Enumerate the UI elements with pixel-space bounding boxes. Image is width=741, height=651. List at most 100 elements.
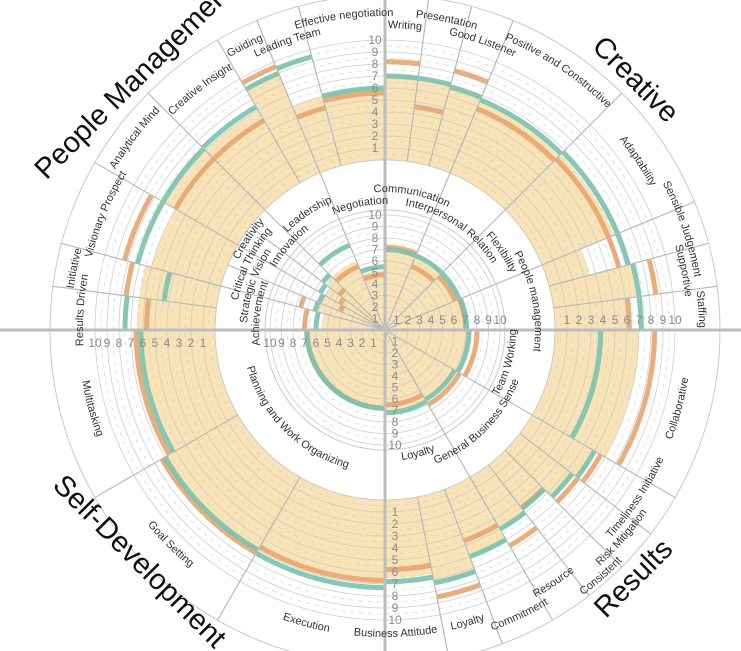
outer-tick-left: 10 (88, 336, 102, 350)
outer-spoke (416, 496, 448, 651)
outer-category-label-multitasking: Multitasking (79, 379, 105, 438)
inner-green-marker-general-business-sense (423, 368, 457, 402)
outer-bar-good-listener (428, 86, 482, 173)
inner-tick-top: 5 (372, 266, 379, 280)
outer-tick-top: 9 (372, 45, 379, 59)
inner-tick-bottom: 5 (392, 381, 399, 395)
inner-tick-bottom: 8 (392, 415, 399, 429)
inner-tick-bottom: 4 (392, 369, 399, 383)
outer-bar-goal-setting (162, 415, 300, 553)
outer-tick-bottom: 1 (392, 505, 399, 519)
outer-tick-top: 5 (372, 93, 379, 107)
outer-bar-supportive (549, 264, 637, 308)
inner-bar-loyalty (385, 330, 426, 411)
outer-green-marker-effective-negotiation (321, 85, 386, 99)
outer-orange-marker-analytical-mind (173, 157, 216, 211)
outer-green-marker-creative-insight (201, 104, 258, 150)
inner-orange-marker-team-working (462, 329, 480, 378)
outer-tick-right: 9 (660, 313, 667, 327)
outer-tick-bottom: 10 (388, 613, 402, 627)
inner-orange-marker-general-business-sense (426, 371, 462, 407)
outer-green-marker-positive-and-constructive (479, 97, 563, 156)
outer-category-label-writing: Writing (388, 19, 423, 33)
outer-spoke (428, 6, 473, 166)
outer-tick-top: 10 (368, 33, 382, 47)
outer-bar-collaborative (532, 330, 639, 457)
inner-tick-left: 4 (336, 336, 343, 350)
inner-bar-communication (385, 249, 416, 330)
outer-category-label-text: Visionary Prospect (83, 169, 129, 259)
inner-tick-bottom: 9 (392, 427, 399, 441)
inner-spoke (249, 226, 386, 331)
inner-spoke (384, 329, 533, 416)
outer-category-label-text: Effective negotiation (293, 7, 393, 32)
outer-category-label-resource: Resource (531, 564, 577, 600)
outer-tick-left: 9 (104, 336, 111, 350)
inner-bar-people-management (385, 299, 466, 330)
outer-tick-bottom: 7 (392, 577, 399, 591)
outer-category-label-collaborative: Collaborative (663, 377, 691, 442)
outer-spoke (531, 414, 676, 498)
outer-tick-left: 8 (116, 336, 123, 350)
outer-tick-right: 5 (612, 313, 619, 327)
inner-tick-left: 3 (347, 336, 354, 350)
inner-orange-marker-loyalty (384, 392, 424, 408)
outer-green-marker-writing (384, 73, 419, 81)
outer-bar-execution (258, 477, 385, 584)
outer-tick-top: 1 (372, 141, 379, 155)
inner-tick-top: 2 (372, 300, 379, 314)
outer-tick-right: 4 (600, 313, 607, 327)
inner-orange-marker-achievement (302, 308, 310, 331)
outer-orange-marker-initiative (123, 261, 136, 297)
inner-green-marker-loyalty (384, 399, 428, 416)
inner-tick-left: 9 (278, 336, 285, 350)
inner-bar-general-business-sense (385, 330, 455, 400)
outer-spoke (147, 92, 266, 211)
inner-tick-top: 9 (372, 220, 379, 234)
outer-bar-guiding (246, 73, 320, 183)
outer-green-marker-results-driven (122, 295, 130, 331)
outer-spoke (52, 285, 217, 309)
inner-tick-left: 6 (313, 336, 320, 350)
outer-tick-left: 7 (128, 336, 135, 350)
inner-tick-bottom: 2 (392, 346, 399, 360)
inner-spoke (264, 209, 386, 331)
outer-green-marker-visionary-prospect (134, 200, 166, 265)
inner-bar-creativity (325, 287, 385, 330)
inner-tick-top: 7 (372, 243, 379, 257)
inner-tick-top: 10 (368, 208, 382, 222)
inner-tick-left: 10 (263, 336, 277, 350)
inner-tick-right: 2 (405, 313, 412, 327)
outer-orange-marker-multitasking (133, 329, 172, 456)
outer-green-marker-execution (254, 550, 386, 591)
outer-category-label-staffing: Staffing (694, 290, 708, 328)
inner-green-marker-strategic-vision (312, 301, 321, 312)
outer-category-label-text: Execution (281, 611, 330, 635)
inner-tick-top: 3 (372, 289, 379, 303)
outer-orange-marker-loyalty (436, 582, 482, 600)
outer-spoke (549, 242, 709, 287)
tick-labels: 1111222233334444555566667777888899991010… (88, 33, 682, 627)
outer-category-label-execution: Execution (281, 611, 330, 635)
outer-tick-top: 6 (372, 81, 379, 95)
inner-spoke (237, 244, 386, 331)
inner-green-marker-achievement (313, 311, 321, 331)
inner-tick-right: 10 (493, 313, 507, 327)
outer-tick-bottom: 6 (392, 565, 399, 579)
inner-green-marker-team-working (455, 329, 472, 374)
inner-tick-bottom: 1 (392, 335, 399, 349)
outer-bar-presentation (407, 78, 451, 166)
outer-green-marker-adaptability (561, 150, 620, 235)
outer-tick-right: 1 (564, 313, 571, 327)
outer-category-label-loyalty: Loyalty (449, 612, 486, 633)
outer-category-label-creative-insight: Creative Insight (166, 61, 234, 117)
outer-spoke (217, 39, 301, 184)
inner-spoke (384, 172, 451, 331)
outer-spoke (256, 20, 321, 174)
outer-tick-top: 7 (372, 69, 379, 83)
outer-orange-marker-creative-insight (212, 118, 266, 161)
outer-category-label-text: Adaptability (617, 134, 659, 189)
inner-orange-marker-critical-thinking (338, 304, 346, 313)
inner-tick-top: 4 (372, 277, 379, 291)
